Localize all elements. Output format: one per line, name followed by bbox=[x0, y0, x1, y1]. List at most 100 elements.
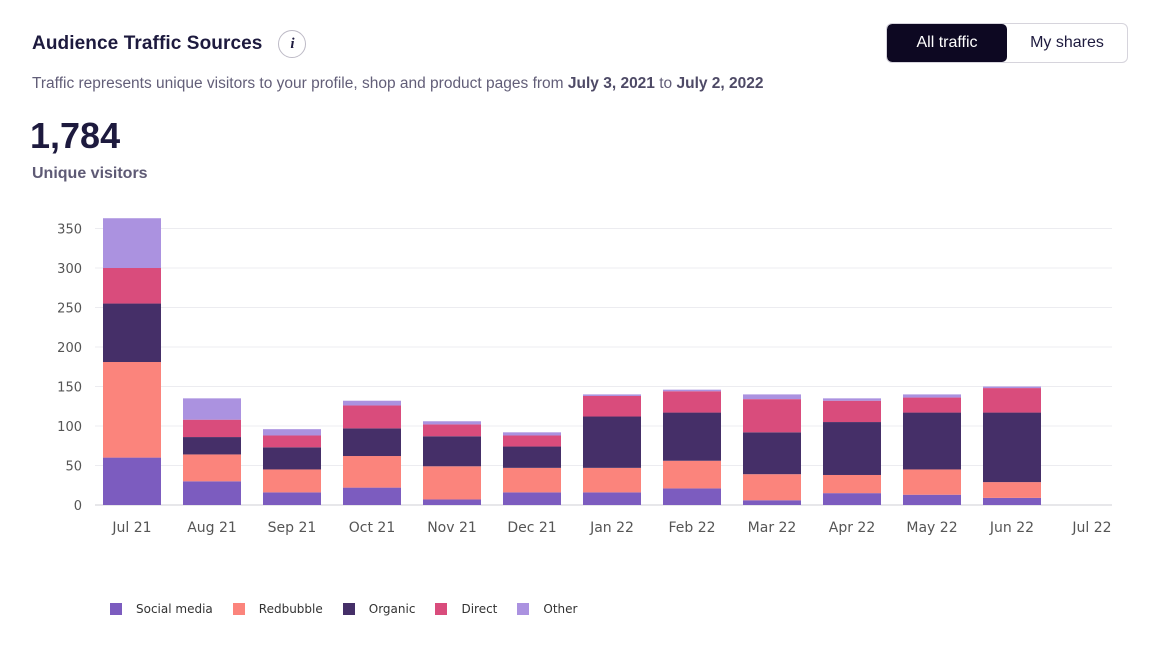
end-date: July 2, 2022 bbox=[676, 75, 764, 92]
bar-segment-other[interactable] bbox=[343, 400, 401, 406]
bar-segment-direct[interactable] bbox=[423, 424, 481, 437]
bar-segment-redbubble[interactable] bbox=[263, 469, 321, 493]
x-tick-label: Apr 22 bbox=[829, 520, 875, 536]
bar-segment-organic[interactable] bbox=[903, 412, 961, 470]
bar-segment-direct[interactable] bbox=[263, 435, 321, 448]
bar-segment-redbubble[interactable] bbox=[343, 456, 401, 488]
bar-segment-direct[interactable] bbox=[503, 435, 561, 447]
bar-segment-social-media[interactable] bbox=[903, 494, 961, 505]
legend-label: Direct bbox=[461, 602, 498, 616]
bar-segment-other[interactable] bbox=[743, 394, 801, 400]
legend-label: Other bbox=[543, 602, 578, 616]
bar-segment-direct[interactable] bbox=[903, 397, 961, 413]
bar-segment-direct[interactable] bbox=[343, 405, 401, 429]
legend-item[interactable]: Redbubble bbox=[232, 602, 323, 616]
bar-segment-direct[interactable] bbox=[823, 400, 881, 423]
bar-segment-social-media[interactable] bbox=[423, 499, 481, 505]
bar-segment-organic[interactable] bbox=[663, 412, 721, 461]
bar-segment-redbubble[interactable] bbox=[183, 454, 241, 482]
bar-segment-direct[interactable] bbox=[183, 419, 241, 438]
x-tick-label: May 22 bbox=[906, 520, 957, 536]
bar-segment-other[interactable] bbox=[423, 421, 481, 425]
date-range-description: Traffic represents unique visitors to yo… bbox=[32, 75, 764, 93]
bar-segment-social-media[interactable] bbox=[183, 481, 241, 505]
bar-segment-organic[interactable] bbox=[263, 447, 321, 470]
chart-legend: Social media Redbubble Organic Direct Other bbox=[110, 602, 597, 616]
bar-segment-organic[interactable] bbox=[103, 303, 161, 363]
bar-segment-redbubble[interactable] bbox=[823, 474, 881, 494]
bar-segment-redbubble[interactable] bbox=[903, 469, 961, 495]
bar-segment-other[interactable] bbox=[503, 432, 561, 436]
my-shares-button[interactable]: My shares bbox=[1030, 34, 1104, 51]
bar-segment-social-media[interactable] bbox=[663, 488, 721, 505]
bar-segment-other[interactable] bbox=[903, 394, 961, 398]
bar-segment-social-media[interactable] bbox=[263, 492, 321, 505]
card-title: Audience Traffic Sources bbox=[32, 33, 263, 54]
bar-segment-direct[interactable] bbox=[983, 388, 1041, 413]
bar-segment-organic[interactable] bbox=[503, 446, 561, 468]
bar-segment-redbubble[interactable] bbox=[583, 467, 641, 493]
bar-segment-other[interactable] bbox=[583, 394, 641, 396]
bar-segment-direct[interactable] bbox=[663, 391, 721, 413]
x-tick-label: Dec 21 bbox=[507, 520, 556, 536]
bar-segment-other[interactable] bbox=[823, 398, 881, 401]
info-icon[interactable]: i bbox=[278, 30, 307, 58]
legend-swatch bbox=[435, 603, 448, 615]
bar-segment-direct[interactable] bbox=[583, 395, 641, 417]
legend-item[interactable]: Organic bbox=[342, 602, 415, 616]
bar-segment-social-media[interactable] bbox=[983, 497, 1041, 505]
bar-segment-redbubble[interactable] bbox=[983, 482, 1041, 498]
x-tick-label: Aug 21 bbox=[187, 520, 237, 536]
start-date: July 3, 2021 bbox=[567, 75, 655, 92]
bar-segment-redbubble[interactable] bbox=[663, 460, 721, 489]
subtitle-mid: to bbox=[654, 75, 677, 92]
bar-segment-other[interactable] bbox=[263, 429, 321, 436]
bar-segment-redbubble[interactable] bbox=[103, 362, 161, 458]
y-tick-label: 350 bbox=[57, 223, 82, 238]
bar-segment-organic[interactable] bbox=[183, 437, 241, 455]
bar-segment-redbubble[interactable] bbox=[423, 466, 481, 500]
x-tick-label: Jul 21 bbox=[111, 520, 151, 536]
bar-segment-social-media[interactable] bbox=[743, 500, 801, 505]
legend-item[interactable]: Other bbox=[517, 602, 577, 616]
bar-segment-direct[interactable] bbox=[103, 268, 161, 304]
legend-swatch bbox=[342, 603, 355, 615]
y-tick-label: 50 bbox=[65, 460, 82, 475]
bar-segment-other[interactable] bbox=[663, 389, 721, 392]
legend-swatch bbox=[517, 603, 530, 615]
bar-segment-organic[interactable] bbox=[743, 432, 801, 475]
x-tick-label: Jun 22 bbox=[989, 520, 1034, 536]
bar-segment-social-media[interactable] bbox=[583, 492, 641, 505]
x-tick-label: Feb 22 bbox=[668, 520, 715, 536]
bar-segment-redbubble[interactable] bbox=[743, 474, 801, 501]
y-tick-label: 200 bbox=[57, 341, 82, 356]
bar-segment-organic[interactable] bbox=[583, 416, 641, 468]
bar-segment-redbubble[interactable] bbox=[503, 467, 561, 493]
bar-segment-other[interactable] bbox=[983, 386, 1041, 389]
x-tick-label: Mar 22 bbox=[748, 520, 797, 536]
bar-segment-organic[interactable] bbox=[983, 412, 1041, 483]
bar-segment-other[interactable] bbox=[103, 218, 161, 268]
all-traffic-button[interactable]: All traffic bbox=[887, 24, 1007, 62]
title-row: Audience Traffic Sources i bbox=[32, 30, 307, 58]
legend-item[interactable]: Direct bbox=[435, 602, 497, 616]
legend-label: Social media bbox=[136, 602, 213, 616]
x-tick-label: Sep 21 bbox=[268, 520, 317, 536]
y-tick-label: 100 bbox=[57, 420, 82, 435]
bar-segment-social-media[interactable] bbox=[343, 487, 401, 505]
bar-segment-social-media[interactable] bbox=[823, 493, 881, 505]
bar-segment-organic[interactable] bbox=[423, 436, 481, 467]
unique-visitors-total: 1,784 bbox=[30, 115, 121, 156]
subtitle-prefix: Traffic represents unique visitors to yo… bbox=[32, 75, 568, 92]
bar-segment-organic[interactable] bbox=[823, 422, 881, 475]
bar-segment-social-media[interactable] bbox=[103, 457, 161, 505]
bar-segment-social-media[interactable] bbox=[503, 492, 561, 505]
x-tick-label: Jul 22 bbox=[1071, 520, 1111, 536]
bar-segment-direct[interactable] bbox=[743, 399, 801, 433]
y-tick-label: 150 bbox=[57, 381, 82, 396]
legend-item[interactable]: Social media bbox=[110, 602, 213, 616]
legend-swatch bbox=[110, 603, 122, 615]
bar-segment-other[interactable] bbox=[183, 398, 241, 420]
bar-segment-organic[interactable] bbox=[343, 428, 401, 457]
